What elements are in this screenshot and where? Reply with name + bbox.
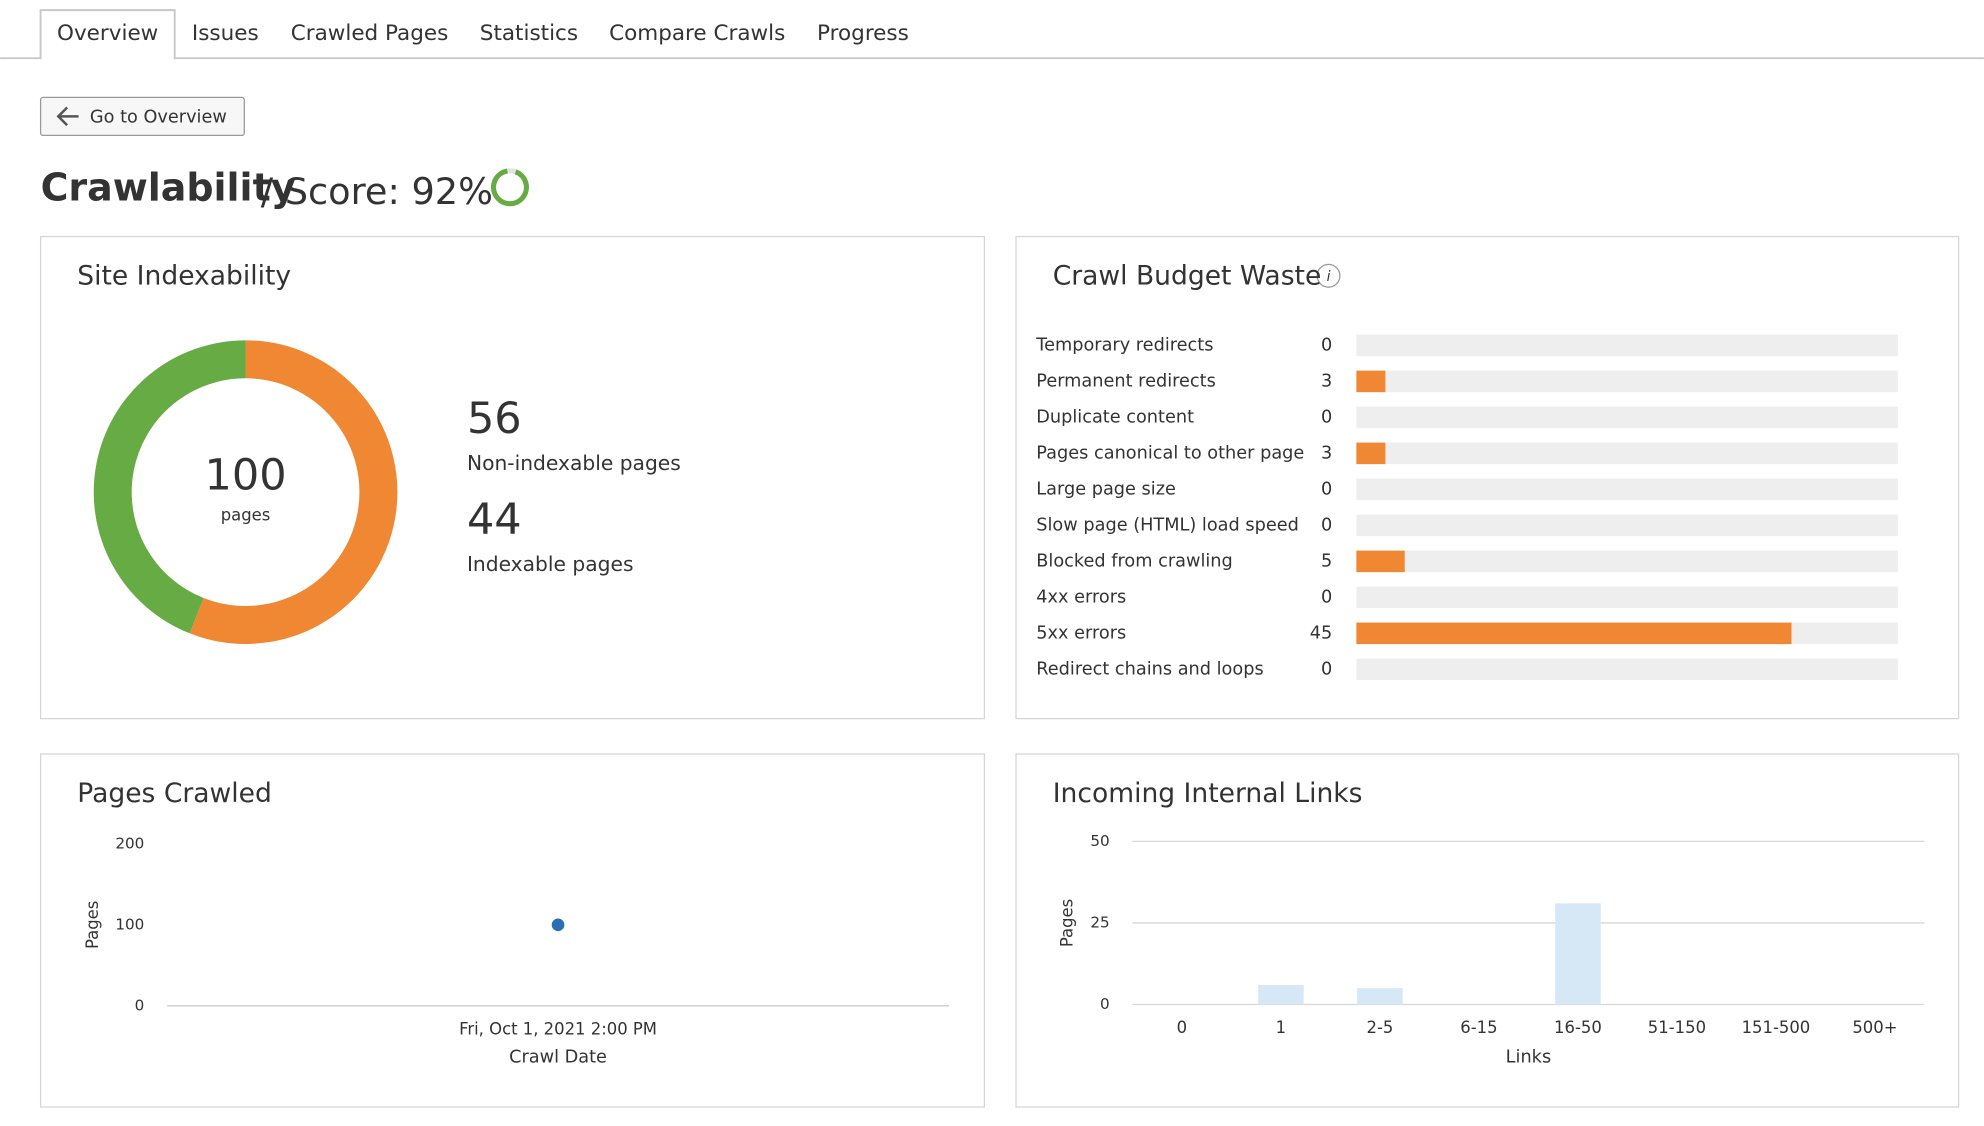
- value-label: 56: [467, 394, 522, 444]
- tab[interactable]: Compare Crawls: [609, 21, 785, 46]
- x-tick-label: 2-5: [1367, 1018, 1394, 1037]
- bar: [1258, 984, 1304, 1005]
- row-label: Duplicate content: [1036, 407, 1194, 427]
- bar-track: [1356, 586, 1898, 609]
- x-axis-label: Links: [1506, 1048, 1551, 1068]
- row-label: Large page size: [1036, 479, 1176, 499]
- panel-title: Crawl Budget Waste: [1053, 261, 1322, 292]
- row-value: 45: [1310, 623, 1333, 643]
- bar: [1357, 988, 1403, 1005]
- y-tick-label: 50: [1090, 832, 1109, 850]
- panel: [1015, 753, 1960, 1108]
- page-title: Crawlability: [41, 165, 296, 209]
- y-tick-label: 0: [1100, 995, 1110, 1013]
- row-value: 0: [1321, 479, 1332, 499]
- data-point: [551, 918, 565, 932]
- row-label: Pages canonical to other page: [1036, 443, 1304, 463]
- donut-total: 100: [205, 451, 287, 501]
- y-tick-label: 100: [115, 915, 144, 933]
- row-label: 5xx errors: [1036, 623, 1126, 643]
- tab[interactable]: Overview: [57, 21, 158, 46]
- active-tab[interactable]: [39, 9, 176, 59]
- row-value: 0: [1321, 407, 1332, 427]
- row-value: 5: [1321, 551, 1332, 571]
- x-tick-label: 500+: [1852, 1018, 1897, 1037]
- charts: Site Indexability 56 Non-indexable pages 44…: [77, 261, 1925, 1068]
- bar-track: [1356, 658, 1898, 681]
- bar-track: [1356, 514, 1898, 537]
- donut-segment: [189, 340, 398, 644]
- button-label: Go to Overview: [90, 108, 227, 128]
- row-value: 0: [1321, 587, 1332, 607]
- back-button[interactable]: [39, 96, 245, 137]
- info-icon-glyph: i: [1327, 269, 1331, 285]
- bar: [1356, 622, 1792, 645]
- x-tick-label: 0: [1177, 1018, 1187, 1037]
- row-label: 4xx errors: [1036, 587, 1126, 607]
- x-tick-label: 1: [1276, 1018, 1286, 1037]
- info-icon[interactable]: [1316, 263, 1341, 288]
- row-value: 3: [1321, 443, 1332, 463]
- panel: [39, 235, 986, 720]
- bar: [1356, 442, 1386, 465]
- panel-title: Pages Crawled: [77, 778, 272, 809]
- row-label: Slow page (HTML) load speed: [1036, 515, 1299, 535]
- tab[interactable]: Statistics: [480, 21, 578, 46]
- row-value: 0: [1321, 515, 1332, 535]
- x-tick-label: 51-150: [1648, 1018, 1706, 1037]
- score-label: / Score: 92%: [261, 170, 493, 213]
- row-label: Permanent redirects: [1036, 371, 1216, 391]
- x-tick-label: Fri, Oct 1, 2021 2:00 PM: [459, 1019, 657, 1038]
- tabs: Overview Issues Crawled Pages Statistics Com…: [57, 21, 909, 46]
- donut-total-label: pages: [221, 506, 271, 525]
- bar: [1555, 903, 1601, 1005]
- x-tick-label: 6-15: [1460, 1018, 1497, 1037]
- donut-segment: [93, 340, 246, 634]
- tab[interactable]: Crawled Pages: [291, 21, 449, 46]
- score-arc: [491, 168, 529, 207]
- row-value: 3: [1321, 371, 1332, 391]
- bar-track: [1356, 334, 1898, 357]
- x-tick-label: 16-50: [1554, 1018, 1602, 1037]
- tab[interactable]: Progress: [817, 21, 909, 46]
- panel: [39, 753, 986, 1108]
- bar: [1356, 370, 1386, 393]
- bar-track: [1356, 406, 1898, 429]
- legend-label: Non-indexable pages: [467, 451, 681, 475]
- row-value: 0: [1321, 659, 1332, 679]
- back-arrow: [56, 106, 79, 127]
- y-tick-label: 0: [135, 996, 145, 1014]
- x-tick-label: 151-500: [1742, 1018, 1811, 1037]
- bar-track: [1356, 478, 1898, 501]
- bar-track: [1356, 550, 1898, 573]
- value-label: 44: [467, 495, 522, 545]
- bar: [1356, 550, 1405, 573]
- bar-track: [1356, 370, 1898, 393]
- panel: [1015, 235, 1960, 720]
- row-label: Temporary redirects: [1035, 335, 1213, 355]
- x-axis-label: Crawl Date: [509, 1048, 607, 1068]
- y-tick-label: 200: [115, 834, 144, 852]
- panel-title: Incoming Internal Links: [1053, 778, 1363, 809]
- y-axis-label: Pages: [1057, 899, 1076, 947]
- legend-label: Indexable pages: [467, 552, 634, 576]
- row-value: 0: [1321, 335, 1332, 355]
- row-label: Blocked from crawling: [1036, 551, 1232, 571]
- y-axis-label: Pages: [83, 901, 102, 949]
- y-tick-label: 25: [1090, 913, 1109, 931]
- panel-title: Site Indexability: [77, 261, 291, 292]
- tab[interactable]: Issues: [192, 21, 259, 46]
- bar-track: [1356, 442, 1898, 465]
- row-label: Redirect chains and loops: [1036, 659, 1263, 679]
- score-ring: [491, 168, 529, 207]
